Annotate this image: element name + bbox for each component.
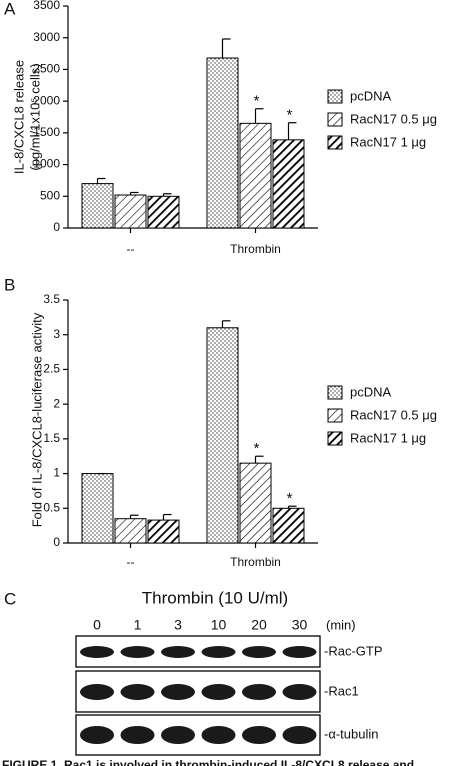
significance-mark: * [287,490,293,507]
significance-mark: * [254,93,260,110]
bar [272,139,305,229]
y-tick-label: 1000 [33,157,60,171]
blot-band [161,726,195,744]
error-bar [221,320,231,328]
bar [114,518,147,544]
legend-swatch [327,431,343,446]
error-bar [162,513,172,521]
blot-band [80,646,114,658]
lane-label: 1 [134,617,142,633]
legend-label: RacN17 0.5 μg [350,407,437,422]
y-tick-label: 2000 [33,93,60,107]
y-tick-label: 0 [53,535,60,549]
blot-band [282,646,317,658]
blot-band [201,684,236,700]
bar [114,194,147,229]
error-bar [287,505,297,509]
x-tick-label: -- [127,242,135,256]
bar [147,519,180,544]
legend-label: pcDNA [350,88,392,103]
blot-band [201,646,236,658]
legend-swatch [327,385,343,400]
panel-label: C [4,589,16,608]
blot-row-label: -Rac-GTP [324,643,383,658]
legend-label: RacN17 1 μg [350,134,426,149]
blot-band [80,726,114,744]
blot-title: Thrombin (10 U/ml) [142,588,288,607]
bar [239,462,272,544]
bar [272,507,305,544]
y-tick-label: 1 [53,466,60,480]
blot-band [161,684,195,700]
significance-mark: * [287,107,293,124]
error-bar [129,191,139,196]
bar [81,473,114,544]
bar [147,195,180,229]
y-tick-label: 500 [40,188,60,202]
blot-row-label: -α-tubulin [324,726,378,741]
lane-unit: (min) [326,617,356,632]
legend-swatch [327,135,343,150]
blot-band [120,646,155,658]
blot-band [201,726,236,744]
y-tick-label: 0.5 [43,500,60,514]
y-tick-label: 2 [53,396,60,410]
y-tick-label: 2500 [33,62,60,76]
bar [239,122,272,229]
y-axis-label: Fold of IL-8/CXCL8-luciferase activity [29,312,44,527]
error-bar [287,122,297,140]
blot-band [120,684,155,700]
legend-label: RacN17 1 μg [350,430,426,445]
blot-frames [75,635,321,756]
figure-caption: FIGURE 1. Rac1 is involved in thrombin-i… [2,758,414,766]
lane-label: 3 [174,617,182,633]
y-tick-label: 1.5 [43,431,60,445]
y-tick-label: 3.5 [43,292,60,306]
panel-label: B [4,275,15,294]
y-tick-label: 3000 [33,30,60,44]
blot-band [161,646,195,658]
blot-band [242,726,276,744]
panel-label: A [4,0,16,18]
y-tick-label: 2.5 [43,362,60,376]
y-tick-label: 0 [53,220,60,234]
lane-label: 10 [211,617,227,633]
significance-mark: * [254,440,260,457]
legend-swatch [327,112,343,127]
bar [206,57,239,229]
x-tick-label: -- [127,555,135,569]
blot-band [80,684,114,700]
lane-label: 20 [251,617,267,633]
y-tick-label: 3 [53,327,60,341]
legend-swatch [327,89,343,104]
x-tick-label: Thrombin [230,242,281,256]
blot-band [242,646,276,658]
error-bar [162,193,172,197]
error-bar [254,108,264,124]
legend-label: pcDNA [350,384,392,399]
lane-label: 0 [93,617,101,633]
y-axis-label: (pg/ml/1x10⁵ cells) [27,63,42,170]
blot-band [120,726,155,744]
y-axis-label: IL-8/CXCL8 release [11,60,26,174]
blot-band [242,684,276,700]
y-tick-label: 3500 [33,0,60,12]
error-bar [129,514,139,519]
error-bar [221,38,231,59]
x-tick-label: Thrombin [230,555,281,569]
error-bar [254,455,264,464]
y-tick-label: 1500 [33,125,60,139]
blot-row-label: -Rac1 [324,683,359,698]
legend-swatch [327,408,343,423]
bar [81,183,114,229]
blot-band [282,726,317,744]
bar [206,327,239,544]
legend-label: RacN17 0.5 μg [350,111,437,126]
error-bar [96,177,106,184]
blot-band [282,684,317,700]
lane-label: 30 [292,617,308,633]
